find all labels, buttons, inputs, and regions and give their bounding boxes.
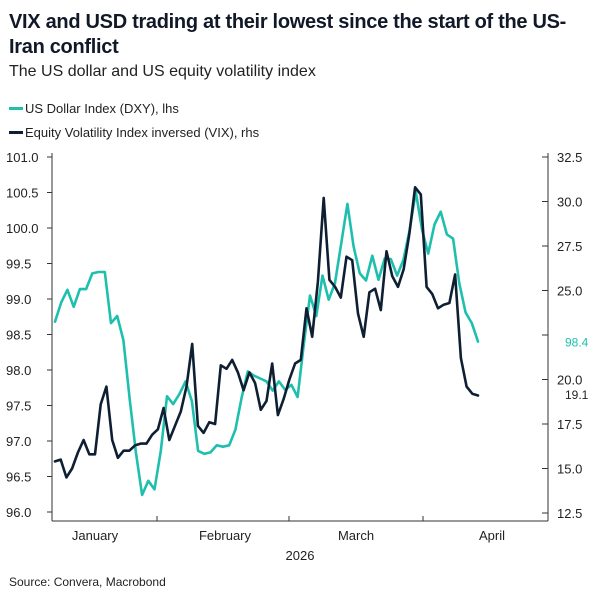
x-tick-label: January xyxy=(72,528,119,543)
source-note: Source: Convera, Macrobond xyxy=(9,575,166,589)
left-tick-label: 98.5 xyxy=(6,328,31,343)
left-tick-label: 97.0 xyxy=(6,434,31,449)
x-tick-label: March xyxy=(338,528,374,543)
x-tick-label: February xyxy=(199,528,252,543)
right-tick-label: 32.5 xyxy=(557,150,582,165)
right-tick-label: 20.0 xyxy=(557,373,582,388)
legend-swatch-vix xyxy=(9,130,23,134)
x-tick-label: April xyxy=(479,528,505,543)
legend: US Dollar Index (DXY), lhs Equity Volati… xyxy=(9,96,259,144)
dxy-line xyxy=(53,190,480,497)
vix-end-label: 19.1 xyxy=(565,388,589,402)
left-tick-label: 98.0 xyxy=(6,363,31,378)
dxy-end-label: 98.4 xyxy=(565,336,589,350)
legend-swatch-dxy xyxy=(9,106,23,110)
left-tick-label: 101.0 xyxy=(6,150,39,165)
left-tick-label: 96.5 xyxy=(6,470,31,485)
left-tick-label: 99.0 xyxy=(6,292,31,307)
chart-subtitle: The US dollar and US equity volatility i… xyxy=(9,63,316,80)
legend-item-dxy: US Dollar Index (DXY), lhs xyxy=(9,96,259,120)
right-tick-label: 15.0 xyxy=(557,462,582,477)
legend-label-vix: Equity Volatility Index inversed (VIX), … xyxy=(25,124,260,140)
chart-title: VIX and USD trading at their lowest sinc… xyxy=(9,11,567,58)
x-year-label: 2026 xyxy=(286,548,315,563)
left-tick-label: 100.5 xyxy=(6,186,39,201)
left-tick-label: 99.5 xyxy=(6,257,31,272)
left-tick-label: 96.0 xyxy=(6,505,31,520)
right-tick-label: 30.0 xyxy=(557,195,582,210)
right-tick-label: 17.5 xyxy=(557,417,582,432)
legend-item-vix: Equity Volatility Index inversed (VIX), … xyxy=(9,120,259,144)
right-tick-label: 27.5 xyxy=(557,239,582,254)
right-tick-label: 12.5 xyxy=(557,506,582,521)
vix-line xyxy=(53,186,480,479)
right-tick-label: 25.0 xyxy=(557,284,582,299)
left-tick-label: 97.5 xyxy=(6,399,31,414)
left-tick-label: 100.0 xyxy=(6,221,39,236)
legend-label-dxy: US Dollar Index (DXY), lhs xyxy=(25,100,179,116)
